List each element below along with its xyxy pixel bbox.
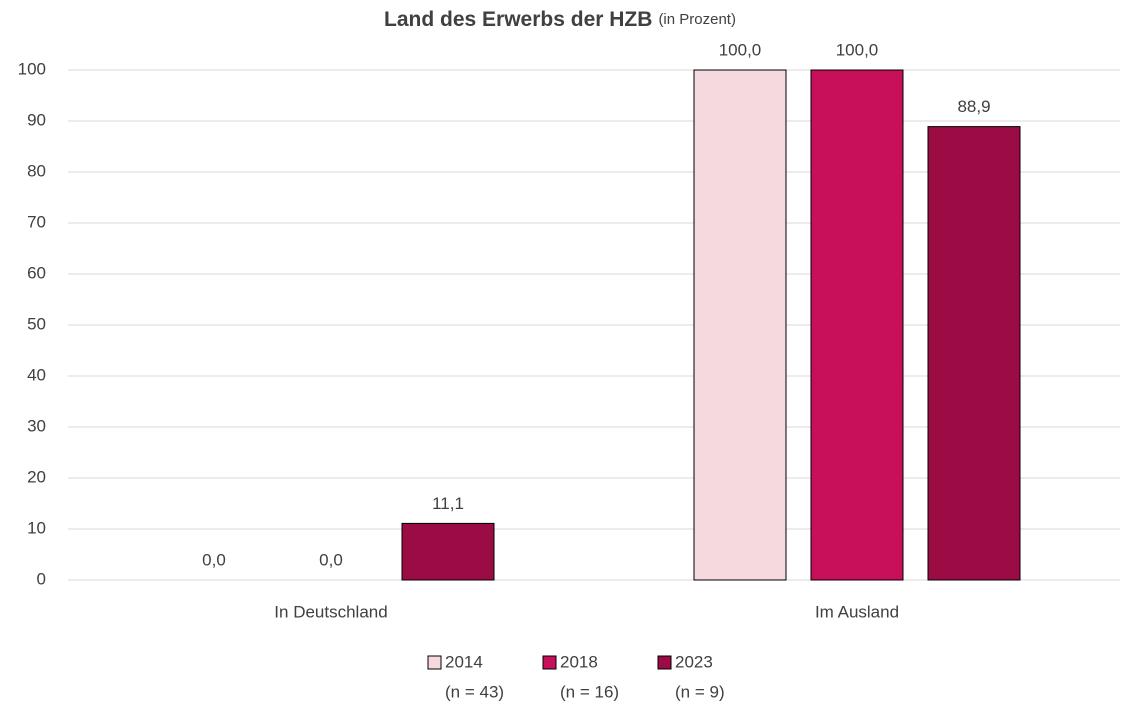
legend-swatch: [657, 655, 672, 670]
y-tick-label: 80: [27, 161, 46, 180]
y-tick-label: 60: [27, 263, 46, 282]
y-tick-label: 20: [27, 467, 46, 486]
chart-title: Land des Erwerbs der HZB (in Prozent): [384, 8, 736, 31]
value-label: 0,0: [202, 550, 226, 569]
title: Land des Erwerbs der HZB: [384, 8, 652, 31]
value-label: 0,0: [319, 550, 343, 569]
y-tick-label: 30: [27, 416, 46, 435]
y-tick-label: 10: [27, 518, 46, 537]
subtitle: (in Prozent): [658, 11, 736, 28]
legend-note: (n = 16): [560, 682, 619, 701]
bar: [927, 126, 1021, 581]
value-label: 88,9: [957, 97, 990, 116]
y-tick-label: 70: [27, 212, 46, 231]
value-label: 100,0: [719, 40, 762, 59]
value-label: 11,1: [432, 494, 464, 513]
legend-label: 2018: [560, 652, 598, 671]
bar: [810, 69, 904, 581]
legend-note: (n = 43): [445, 682, 504, 701]
y-tick-label: 0: [37, 569, 46, 588]
legend-label: 2023: [675, 652, 713, 671]
value-label: 100,0: [836, 40, 879, 59]
y-tick-label: 90: [27, 110, 46, 129]
y-tick-label: 40: [27, 365, 46, 384]
legend-swatch: [542, 655, 557, 670]
y-tick-label: 100: [18, 59, 46, 78]
legend-swatch: [427, 655, 442, 670]
x-tick-label: Im Ausland: [815, 602, 899, 621]
legend-note: (n = 9): [675, 682, 725, 701]
bar: [693, 69, 787, 581]
legend-label: 2014: [445, 652, 483, 671]
bar: [401, 522, 495, 581]
y-tick-label: 50: [27, 314, 46, 333]
x-tick-label: In Deutschland: [274, 602, 387, 621]
